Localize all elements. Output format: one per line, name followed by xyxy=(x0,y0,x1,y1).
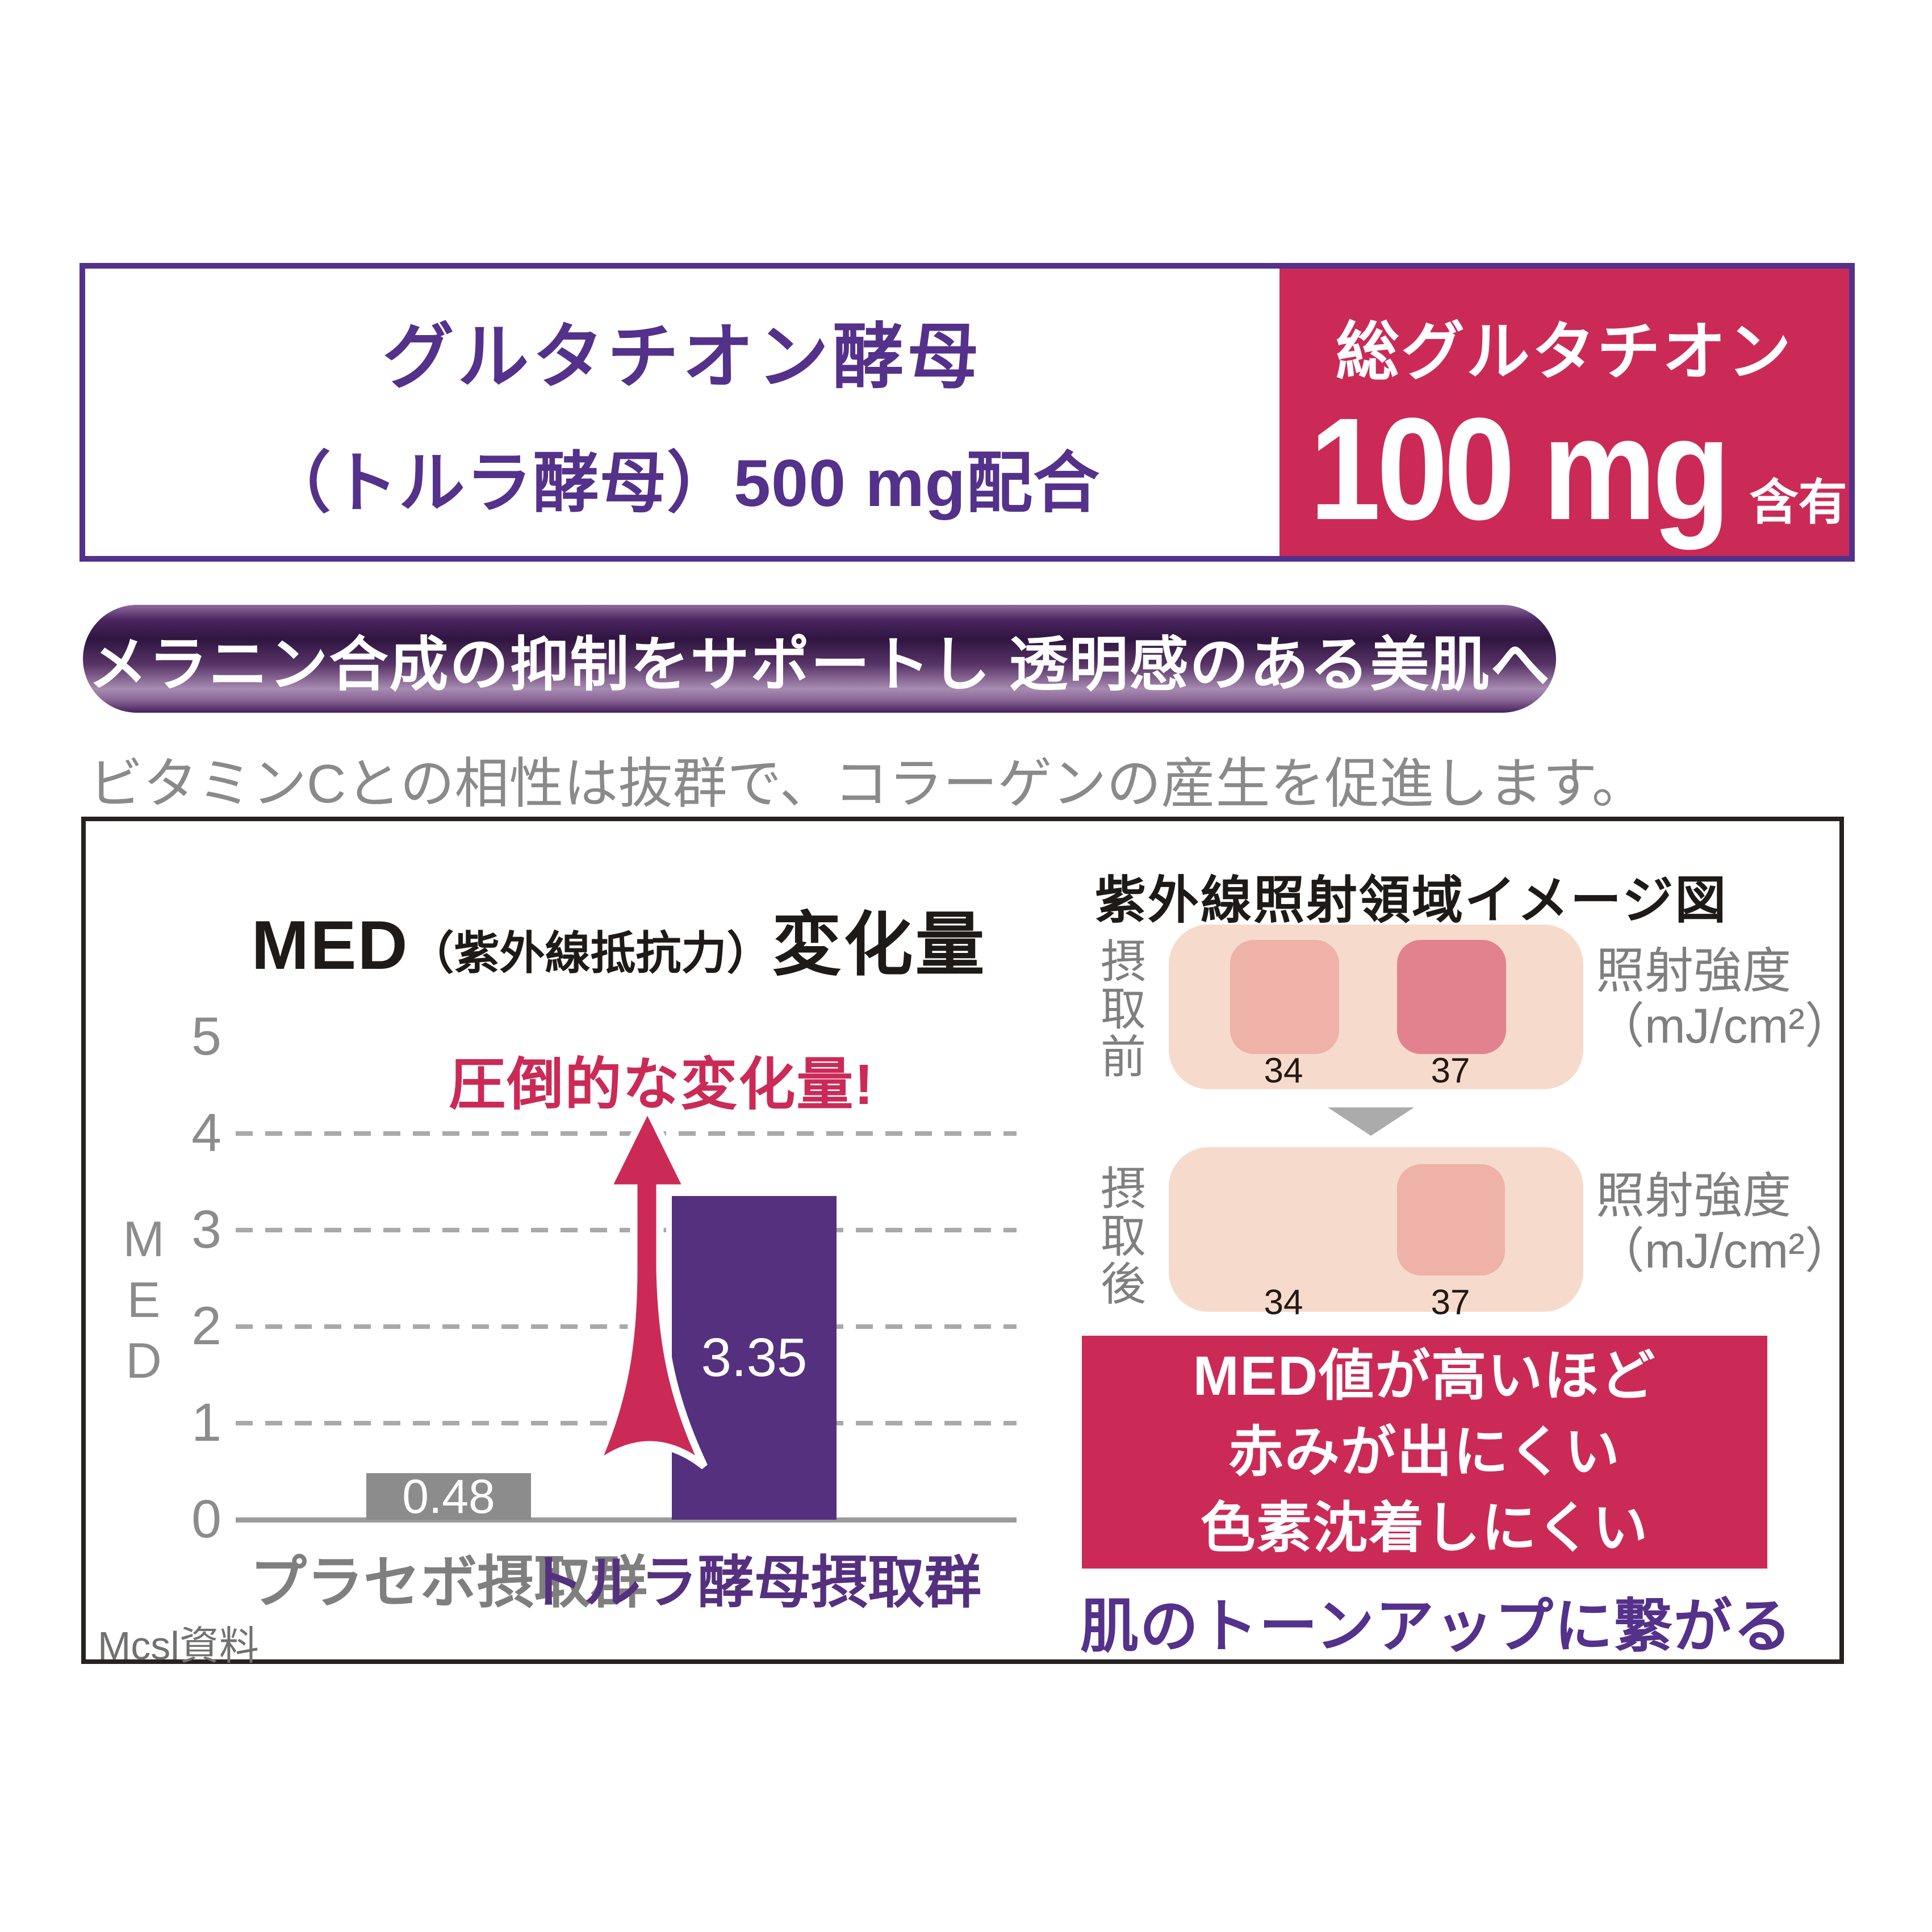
x-label-1: トルラ酵母摂取群 xyxy=(527,1551,981,1615)
gridline-4 xyxy=(236,1131,1017,1136)
uv-spot-37-before xyxy=(1397,940,1506,1054)
y-tick-2: 2 xyxy=(191,1296,221,1356)
intensity-label-before: 照射強度 （mJ/cm²） xyxy=(1596,944,1932,1054)
melanin-banner: メラニン合成の抑制をサポートし 透明感のある美肌へ xyxy=(83,605,1556,713)
badge-suffix: 含有 xyxy=(1749,475,1847,530)
badge-title: 総グルタチオン xyxy=(1336,316,1793,387)
chart-title: MED（紫外線抵抗力）変化量 xyxy=(165,889,1073,989)
header-box: グルタチオン酵母 （トルラ酵母）500 mg配合 総グルタチオン 100 mg … xyxy=(80,263,1855,562)
chart-title-suffix: 変化量 xyxy=(772,906,987,984)
chart-annotation: 圧倒的な変化量! xyxy=(449,1053,875,1116)
chart-title-paren: （紫外線抵抗力） xyxy=(408,928,772,978)
intensity-label-after: 照射強度 （mJ/cm²） xyxy=(1596,1169,1932,1279)
uv-value-34-before: 34 xyxy=(1264,1051,1303,1090)
y-tick-5: 5 xyxy=(191,1006,221,1067)
med-note-line1: MED値が高いほど xyxy=(1193,1345,1657,1407)
med-note-line2: 赤みが出にくい xyxy=(1228,1421,1621,1483)
y-tick-0: 0 xyxy=(191,1489,221,1549)
after-intake-label: 摂取後 xyxy=(1101,1164,1146,1310)
uv-spot-34-before xyxy=(1230,940,1339,1054)
intensity-after-line2: （mJ/cm²） xyxy=(1596,1224,1854,1278)
uv-diagram-title: 紫外線照射領域イメージ図 xyxy=(1095,872,1728,929)
header-title-line2: （トルラ酵母）500 mg配合 xyxy=(264,446,1101,520)
header-title-block: グルタチオン酵母 （トルラ酵母）500 mg配合 xyxy=(85,269,1279,556)
vitamin-c-subtitle: ビタミンCとの相性は抜群で、コラーゲンの産生を促進します。 xyxy=(89,754,1646,814)
gridline-2 xyxy=(236,1324,1017,1329)
uv-value-34-after: 34 xyxy=(1264,1283,1303,1322)
melanin-banner-text: メラニン合成の抑制をサポートし 透明感のある美肌へ xyxy=(88,632,1551,698)
med-note-line3: 色素沈着しにくい xyxy=(1200,1497,1649,1559)
bar-value-0: 0.48 xyxy=(402,1469,495,1523)
intensity-before-line1: 照射強度 xyxy=(1596,944,1791,998)
skin-patch-after: 34 37 xyxy=(1169,1147,1583,1322)
y-tick-4: 4 xyxy=(191,1103,221,1163)
badge-amount: 100 mg xyxy=(1310,388,1730,550)
uv-spot-37-after xyxy=(1397,1164,1505,1276)
y-tick-3: 3 xyxy=(191,1199,221,1260)
x-axis-line xyxy=(236,1517,1017,1523)
y-tick-1: 1 xyxy=(191,1392,221,1453)
tone-up-conclusion: 肌のトーンアップに繋がる xyxy=(1080,1594,1793,1659)
badge-amount-row: 100 mg 含有 xyxy=(1281,394,1847,545)
bar-1: 3.35 xyxy=(672,1196,837,1520)
gridline-1 xyxy=(236,1421,1017,1425)
down-arrow-icon xyxy=(1328,1107,1414,1136)
before-intake-label: 摂取前 xyxy=(1101,936,1146,1082)
intensity-before-line2: （mJ/cm²） xyxy=(1596,999,1854,1053)
uv-value-37-before: 37 xyxy=(1431,1051,1470,1090)
source-note: Mcsl資料 xyxy=(98,1624,259,1668)
chart-title-med: MED xyxy=(251,906,409,984)
gridline-3 xyxy=(236,1228,1017,1232)
med-note-box: MED値が高いほど 赤みが出にくい 色素沈着しにくい xyxy=(1082,1336,1767,1569)
x-label-0: プラセボ摂取群 xyxy=(250,1551,647,1615)
bar-value-1: 3.35 xyxy=(701,1327,808,1388)
glutathione-amount-badge: 総グルタチオン 100 mg 含有 xyxy=(1279,269,1849,556)
header-title-line1: グルタチオン酵母 xyxy=(382,317,982,397)
uv-value-37-after: 37 xyxy=(1431,1283,1470,1322)
bar-0: 0.48 xyxy=(366,1470,531,1523)
intensity-after-line1: 照射強度 xyxy=(1596,1169,1791,1223)
skin-patch-before: 34 37 xyxy=(1169,925,1583,1090)
